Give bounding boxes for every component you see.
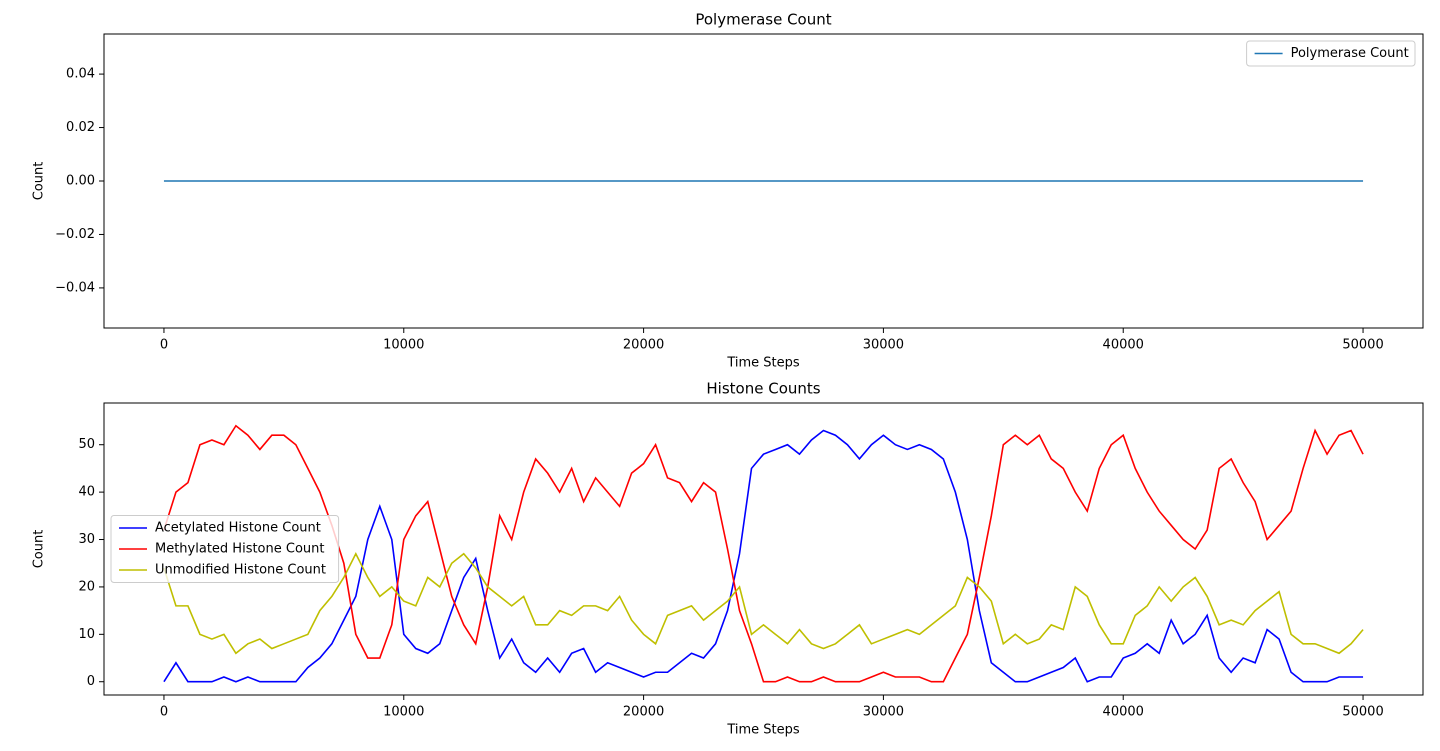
data-line — [163, 424, 1364, 683]
x-axis-label: Time Steps — [726, 356, 800, 371]
legend-label: Methylated Histone Count — [155, 542, 325, 557]
legend-box — [110, 515, 340, 583]
y-tick-label: 0.02 — [66, 120, 95, 135]
y-tick-label: 10 — [78, 627, 95, 642]
legend: Acetylated Histone Count Methylated Histo… — [110, 515, 340, 583]
legend-label: Acetylated Histone Count — [155, 521, 321, 536]
y-tick-label: 0 — [87, 674, 95, 689]
y-tick-label: −0.04 — [55, 280, 95, 295]
x-tick-label: 0 — [160, 705, 168, 720]
x-tick-label: 10000 — [383, 705, 424, 720]
x-tick-label: 10000 — [383, 338, 424, 353]
legend-label: Unmodified Histone Count — [155, 563, 326, 578]
y-axis-label: Count — [32, 162, 47, 201]
x-tick-label: 30000 — [863, 705, 904, 720]
data-line — [163, 429, 1364, 683]
y-tick-label: 40 — [78, 485, 95, 500]
x-tick-label: 40000 — [1103, 338, 1144, 353]
legend-box — [1246, 40, 1416, 67]
data-line — [163, 551, 1364, 655]
chart-title: Histone Counts — [706, 380, 820, 398]
legend: Polymerase Count — [1246, 40, 1416, 67]
y-tick-label: 0.00 — [66, 174, 95, 189]
plot-frame — [103, 33, 1424, 329]
y-tick-label: 0.04 — [66, 67, 95, 82]
y-tick-label: 20 — [78, 579, 95, 594]
y-tick-label: 30 — [78, 532, 95, 547]
y-tick-label: −0.02 — [55, 227, 95, 242]
x-tick-label: 20000 — [623, 705, 664, 720]
x-tick-label: 40000 — [1103, 705, 1144, 720]
x-axis-label: Time Steps — [726, 723, 800, 738]
legend-label: Polymerase Count — [1291, 46, 1409, 61]
y-tick-label: 50 — [78, 437, 95, 452]
x-tick-label: 30000 — [863, 338, 904, 353]
x-tick-label: 0 — [160, 338, 168, 353]
x-tick-label: 50000 — [1342, 705, 1383, 720]
chart-title: Polymerase Count — [695, 11, 831, 29]
y-axis-label: Count — [32, 530, 47, 569]
x-tick-label: 50000 — [1342, 338, 1383, 353]
x-tick-label: 20000 — [623, 338, 664, 353]
plot-frame — [103, 402, 1424, 696]
